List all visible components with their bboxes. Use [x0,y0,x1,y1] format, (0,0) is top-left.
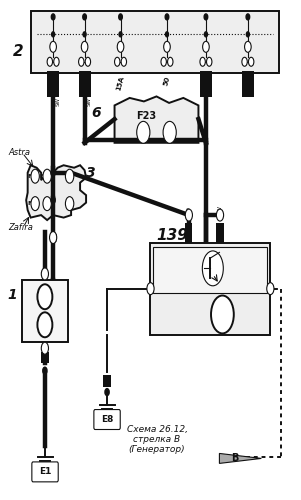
Text: SW: SW [87,97,92,106]
Circle shape [121,58,126,66]
Text: 6: 6 [92,106,101,120]
Text: 1: 1 [8,288,17,302]
Circle shape [245,42,251,52]
Text: 2: 2 [13,44,24,59]
Circle shape [119,32,122,37]
Text: Astra: Astra [8,148,30,158]
Circle shape [41,268,48,280]
Circle shape [83,32,86,37]
Text: SW: SW [218,205,222,215]
Circle shape [200,58,205,66]
Bar [79,71,91,97]
Circle shape [105,388,109,396]
Text: F7: F7 [39,174,48,178]
Circle shape [51,169,55,176]
Circle shape [51,14,55,20]
Circle shape [65,196,74,210]
Text: F23: F23 [136,111,157,121]
Circle shape [147,282,154,294]
Bar [22,280,68,342]
Circle shape [50,232,57,243]
Circle shape [41,342,48,354]
Circle shape [31,196,39,210]
Text: −: − [39,318,51,332]
Circle shape [83,14,86,20]
Bar [47,71,59,97]
Circle shape [267,282,274,294]
Text: B: B [231,454,238,464]
Text: 30: 30 [49,76,57,86]
Polygon shape [115,96,198,143]
Circle shape [161,58,166,66]
Circle shape [115,58,120,66]
Circle shape [164,42,170,52]
Circle shape [166,32,169,37]
Circle shape [163,122,176,144]
Circle shape [43,196,51,210]
Text: P: P [244,76,251,82]
Circle shape [165,14,169,20]
Circle shape [206,58,212,66]
Text: 15: 15 [80,76,89,86]
Bar [185,222,192,242]
Circle shape [204,32,207,37]
Text: +: + [39,289,51,303]
Polygon shape [219,454,261,464]
Circle shape [79,58,84,66]
Circle shape [54,58,59,66]
Circle shape [137,122,150,144]
Circle shape [31,169,39,183]
Circle shape [37,312,52,338]
Circle shape [85,58,91,66]
Circle shape [119,14,122,20]
Circle shape [242,58,247,66]
Circle shape [211,296,234,334]
Circle shape [246,14,250,20]
Circle shape [37,284,52,309]
Text: W: W [202,76,210,84]
Circle shape [202,251,223,286]
Text: 50: 50 [163,76,171,86]
Text: 15A: 15A [116,76,126,92]
Text: E8: E8 [101,415,113,424]
Bar [216,222,224,242]
Circle shape [185,209,192,221]
Text: E1: E1 [39,468,51,476]
FancyBboxPatch shape [94,410,120,430]
Circle shape [52,32,54,37]
Text: 139: 139 [156,228,188,242]
Circle shape [204,14,208,20]
Circle shape [168,58,173,66]
Text: F3: F3 [27,201,36,206]
Bar [242,71,254,97]
Text: Схема 26.12,
стрелка В
(Генератор): Схема 26.12, стрелка В (Генератор) [126,424,188,454]
Circle shape [216,209,224,221]
Bar [41,352,49,363]
Circle shape [47,58,53,66]
Text: RD: RD [186,206,191,215]
Text: M: M [217,310,228,320]
Circle shape [43,367,47,374]
Circle shape [50,42,56,52]
Circle shape [65,169,74,183]
Circle shape [117,42,124,52]
Bar [200,71,212,97]
Bar [154,247,267,294]
Circle shape [51,196,55,203]
Circle shape [203,42,209,52]
Text: SW: SW [53,231,58,241]
Bar [103,374,111,387]
Text: Zafira: Zafira [8,223,33,232]
Text: F1: F1 [27,174,36,178]
Circle shape [247,32,249,37]
Circle shape [43,169,51,183]
Text: 3: 3 [86,166,95,179]
Bar [31,10,279,73]
Circle shape [81,42,88,52]
Bar [150,242,270,335]
FancyBboxPatch shape [32,462,58,482]
Circle shape [248,58,254,66]
Polygon shape [26,165,86,220]
Text: SW: SW [55,97,61,106]
